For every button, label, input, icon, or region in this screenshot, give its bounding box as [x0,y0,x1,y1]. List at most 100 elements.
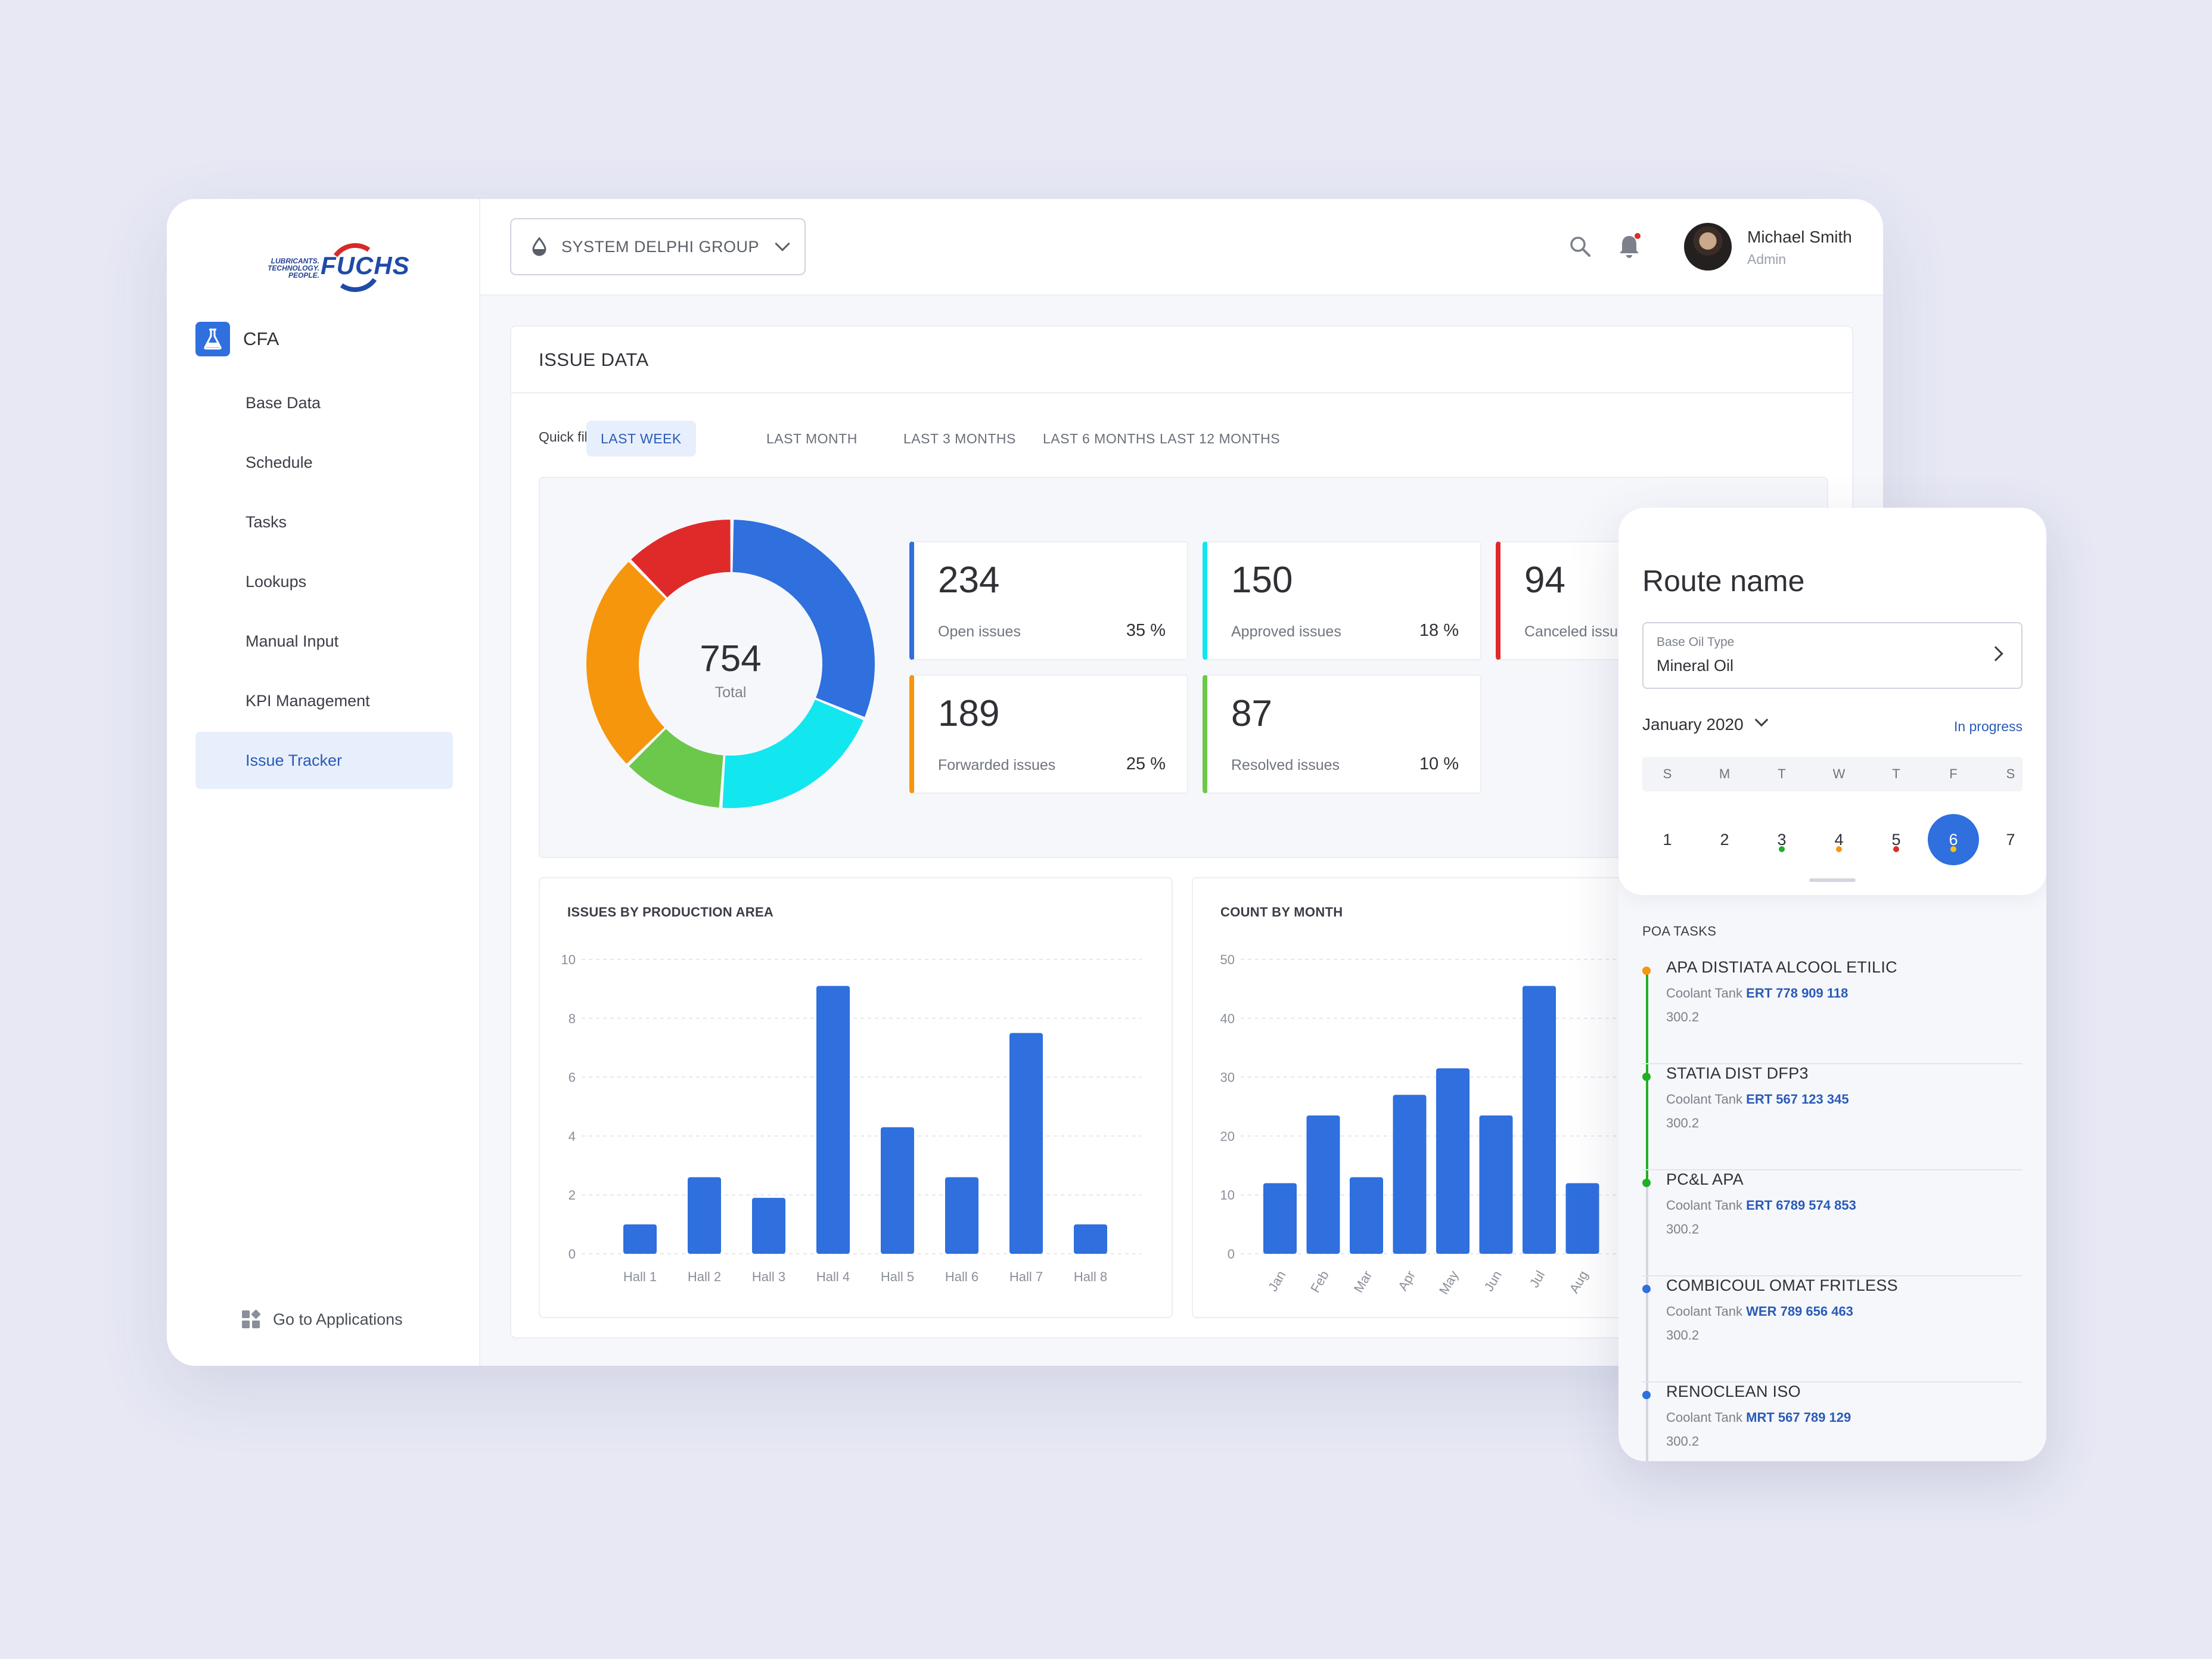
stat-card-approved-issues[interactable]: 150 Approved issues 18 % [1203,541,1481,660]
calendar-day[interactable]: 3 [1777,831,1787,849]
bar-hall-4[interactable] [816,986,850,1254]
day-status-dot [1893,846,1899,852]
sidebar-item-base-data[interactable]: Base Data [246,394,321,412]
y-tick-label: 10 [1220,1188,1235,1203]
issues-by-area-title: ISSUES BY PRODUCTION AREA [567,905,774,919]
task-amount: 300.2 [1666,1116,1700,1130]
drag-handle[interactable] [1809,878,1856,882]
sidebar: LUBRICANTS. TECHNOLOGY. PEOPLE. FUCHS CF… [167,199,480,1366]
task-code[interactable]: WER 789 656 463 [1746,1304,1853,1319]
bar-hall-8[interactable] [1074,1224,1107,1254]
x-tick-label: Feb [1307,1268,1332,1295]
sidebar-item-lookups[interactable]: Lookups [246,573,307,591]
sidebar-item-tasks[interactable]: Tasks [246,513,287,531]
y-tick-label: 4 [568,1129,576,1144]
top-bar: SYSTEM DELPHI GROUP Michael Smith Admin [480,199,1883,296]
month-selector[interactable]: January 2020 [1642,715,1744,734]
bar-aug[interactable] [1565,1183,1599,1254]
task-code[interactable]: ERT 778 909 118 [1746,986,1848,1001]
task-amount: 300.2 [1666,1328,1700,1343]
notification-dot [1635,233,1641,239]
bar-may[interactable] [1436,1068,1470,1254]
poa-task-item[interactable]: APA DISTIATA ALCOOL ETILIC Coolant Tank E… [1642,958,2023,1064]
bar-hall-7[interactable] [1009,1033,1043,1254]
calendar-day[interactable]: 5 [1891,831,1901,849]
count-by-month-title: COUNT BY MONTH [1220,905,1343,919]
fuchs-logo[interactable]: LUBRICANTS. TECHNOLOGY. PEOPLE. FUCHS [262,220,435,300]
bar-hall-6[interactable] [945,1177,978,1254]
filter-last-week[interactable]: LAST WEEK [586,421,696,456]
filter-last-3-months[interactable]: LAST 3 MONTHS [903,431,1016,446]
bar-hall-5[interactable] [881,1127,914,1254]
poa-task-item[interactable]: COMBICOUL OMAT FRITLESS Coolant Tank WER … [1642,1276,2023,1382]
poa-task-item[interactable]: RENOCLEAN ISO Coolant Tank MRT 567 789 12… [1642,1382,2023,1461]
y-tick-label: 0 [1228,1247,1235,1262]
poa-task-item[interactable]: STATIA DIST DFP3 Coolant Tank ERT 567 123… [1642,1064,2023,1170]
bar-hall-3[interactable] [752,1198,785,1254]
x-tick-label: Jan [1265,1268,1288,1294]
calendar-day[interactable]: 7 [2006,831,2015,849]
sidebar-item-schedule[interactable]: Schedule [246,453,313,471]
issue-data-card: ISSUE DATA Quick filters: LAST WEEK LAST … [510,325,1853,1338]
weekday-label: W [1832,766,1846,781]
route-header: Route name Base Oil Type Mineral Oil Jan… [1618,508,2046,895]
bar-hall-1[interactable] [623,1224,657,1254]
stat-label: Open issues [938,623,1021,640]
bar-jul[interactable] [1523,986,1556,1254]
donut-slice-forwarded-issues[interactable] [586,561,666,764]
bar-jan[interactable] [1263,1183,1297,1254]
group-selector[interactable]: SYSTEM DELPHI GROUP [510,218,806,275]
task-code[interactable]: ERT 6789 574 853 [1746,1198,1856,1213]
task-tank-label: Coolant Tank [1666,1304,1743,1319]
filter-last-12-months[interactable]: LAST 12 MONTHS [1160,431,1281,446]
task-name: PC&L APA [1666,1170,1744,1188]
bell-icon[interactable] [1616,232,1642,261]
stat-card-resolved-issues[interactable]: 87 Resolved issues 10 % [1203,675,1481,794]
donut-slice-resolved-issues[interactable] [629,729,723,808]
stat-percent: 35 % [1126,621,1166,640]
apps-grid-icon [242,1309,261,1328]
sidebar-item-kpi-management[interactable]: KPI Management [246,692,370,710]
filter-last-6-months[interactable]: LAST 6 MONTHS [1043,431,1155,446]
calendar-day[interactable]: 4 [1834,831,1844,849]
stat-card-open-issues[interactable]: 234 Open issues 35 % [909,541,1188,660]
base-oil-type-value: Mineral Oil [1657,657,1734,675]
module-header[interactable]: CFA [195,322,279,356]
donut-slice-open-issues[interactable] [732,520,875,717]
user-role: Admin [1747,251,1787,267]
donut-slice-approved-issues[interactable] [722,700,863,808]
base-oil-type-field[interactable]: Base Oil Type Mineral Oil [1642,622,2023,689]
bar-apr[interactable] [1393,1095,1427,1254]
weekday-label: S [1663,766,1672,781]
task-status-marker [1642,1391,1651,1399]
task-code[interactable]: MRT 567 789 129 [1746,1410,1851,1425]
calendar-day[interactable]: 6 [1928,814,1979,865]
chevron-down-icon[interactable] [1754,713,1769,727]
task-tank: Coolant Tank WER 789 656 463 [1666,1304,1853,1319]
sidebar-item-manual-input[interactable]: Manual Input [246,632,339,650]
task-amount: 300.2 [1666,1009,1700,1024]
bar-jun[interactable] [1479,1115,1513,1254]
task-tank: Coolant Tank ERT 778 909 118 [1666,986,1848,1001]
go-to-applications-link[interactable]: Go to Applications [242,1307,403,1331]
stat-card-forwarded-issues[interactable]: 189 Forwarded issues 25 % [909,675,1188,794]
chevron-right-icon [1988,646,2003,661]
avatar[interactable] [1684,223,1732,271]
donut-slice-canceled-issues[interactable] [631,520,731,598]
task-status-marker [1642,1179,1651,1187]
sidebar-item-issue-tracker[interactable]: Issue Tracker [195,732,453,789]
bar-hall-2[interactable] [688,1177,721,1254]
poa-task-item[interactable]: PC&L APA Coolant Tank ERT 6789 574 853 300… [1642,1170,2023,1276]
calendar-day[interactable]: 1 [1663,831,1672,849]
search-icon[interactable] [1567,234,1593,260]
y-tick-label: 8 [568,1011,576,1026]
divider [511,392,1852,393]
bar-feb[interactable] [1306,1115,1340,1254]
task-amount: 300.2 [1666,1222,1700,1237]
bar-mar[interactable] [1350,1177,1383,1254]
y-tick-label: 2 [568,1188,576,1203]
task-code[interactable]: ERT 567 123 345 [1746,1092,1849,1107]
filter-last-month[interactable]: LAST MONTH [766,431,858,446]
calendar-day[interactable]: 2 [1720,831,1729,849]
